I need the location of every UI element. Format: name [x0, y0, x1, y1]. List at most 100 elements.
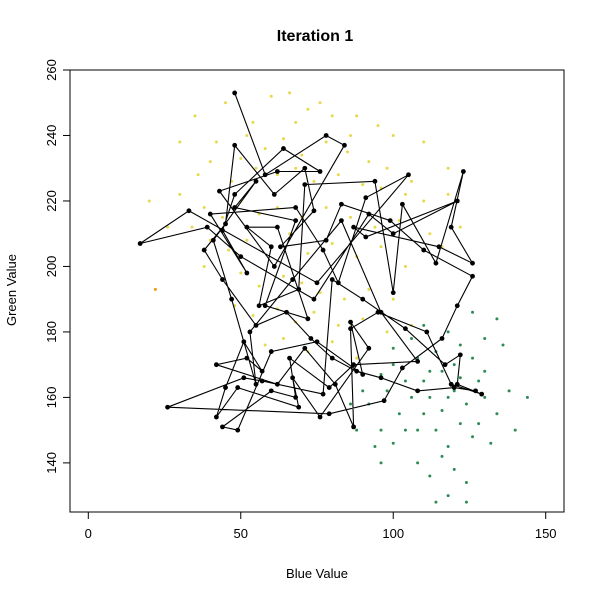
data-point [367, 160, 371, 164]
data-point [428, 474, 432, 478]
data-point [349, 402, 353, 406]
path-node [454, 198, 460, 204]
path-node [329, 277, 335, 282]
data-point [300, 153, 304, 157]
data-point [458, 422, 462, 426]
data-point [391, 441, 395, 445]
path-node [351, 362, 356, 368]
path-node [448, 381, 454, 387]
data-point [471, 310, 475, 314]
path-node [290, 277, 296, 282]
data-point [224, 101, 228, 105]
path-segment-line [139, 92, 482, 431]
path-node [293, 395, 299, 400]
data-point [281, 336, 285, 340]
path-node [399, 201, 405, 207]
data-point [220, 215, 224, 219]
data-point [391, 346, 395, 350]
data-point [422, 379, 426, 383]
data-point [193, 114, 197, 118]
data-point [477, 379, 481, 383]
path-node [232, 192, 238, 197]
data-point [440, 369, 444, 373]
y-tick-label: 200 [44, 256, 59, 278]
path-node [293, 205, 299, 210]
path-node [387, 218, 393, 224]
path-node [366, 211, 372, 217]
data-point [336, 323, 340, 327]
path-node [268, 388, 274, 394]
path-node [244, 355, 250, 361]
data-point [214, 140, 218, 144]
path-node [351, 424, 356, 430]
path-node [223, 221, 228, 227]
path-node [378, 375, 384, 381]
data-point [483, 395, 487, 399]
data-point [483, 336, 487, 340]
y-tick-label: 240 [44, 125, 59, 147]
path-node [311, 208, 317, 214]
data-point [446, 192, 450, 196]
path-node [229, 296, 235, 302]
data-point [397, 412, 401, 416]
path-node [274, 169, 280, 174]
path-node [323, 237, 329, 243]
path-node [415, 388, 421, 394]
data-point [440, 409, 444, 413]
data-point [269, 94, 273, 98]
data-point [349, 215, 353, 219]
path-node [317, 414, 323, 420]
path-node [381, 398, 387, 404]
path-node [424, 329, 430, 335]
path-node [314, 339, 320, 345]
path-node [201, 247, 207, 253]
data-point [190, 225, 194, 229]
x-axis-label: Blue Value [286, 566, 348, 581]
path-node [311, 296, 317, 302]
data-point [166, 225, 170, 229]
data-point [416, 461, 420, 465]
data-point [288, 91, 292, 95]
data-point [251, 120, 255, 124]
data-point [471, 435, 475, 439]
path-node [220, 228, 225, 233]
path-node [451, 385, 457, 390]
y-tick-label: 160 [44, 387, 59, 409]
y-axis-label: Green Value [4, 254, 19, 326]
data-point [257, 284, 261, 288]
x-tick-label: 50 [234, 526, 248, 541]
path-node [253, 381, 259, 387]
data-point [300, 281, 304, 285]
data-point [416, 428, 420, 432]
path-node [207, 211, 213, 217]
path-node [454, 381, 460, 387]
path-node [335, 280, 341, 286]
path-node [293, 218, 299, 224]
path-node [302, 165, 308, 171]
path-node [433, 260, 439, 266]
data-point [379, 245, 383, 249]
path-node [210, 237, 216, 243]
path-node [314, 280, 320, 286]
data-point [275, 206, 279, 210]
data-point [361, 389, 365, 393]
x-tick-label: 150 [535, 526, 557, 541]
path-node [284, 309, 289, 315]
path-node [406, 172, 411, 178]
data-point [251, 314, 255, 318]
data-point [355, 428, 359, 432]
data-point [239, 271, 243, 275]
path-node [296, 286, 302, 292]
data-point [379, 461, 383, 465]
path-node [253, 322, 259, 328]
data-point [489, 441, 493, 445]
data-point [428, 369, 432, 373]
data-point [452, 467, 456, 471]
path-node [262, 172, 268, 178]
path-node [232, 142, 238, 148]
data-point [403, 192, 407, 196]
path-node [351, 224, 356, 230]
data-point [428, 395, 432, 399]
data-point [294, 120, 298, 124]
